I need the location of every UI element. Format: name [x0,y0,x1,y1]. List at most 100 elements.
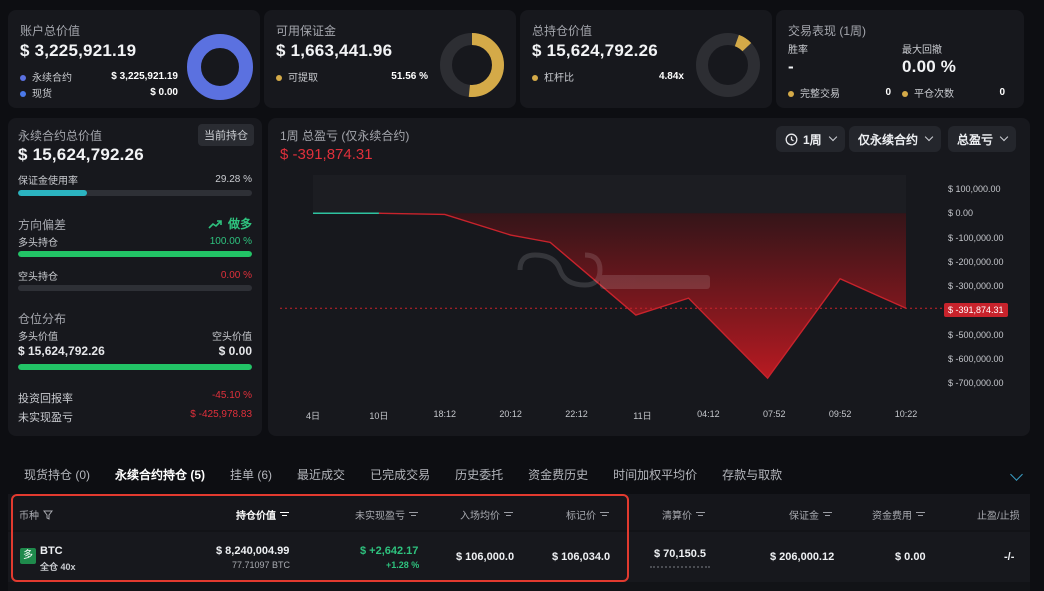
mark-price: $ 106,034.0 [552,551,611,563]
y-tick-label: $ -500,000.00 [948,329,1004,340]
win-rate-label: 胜率 [788,45,808,56]
funding-amount: $ 0.00 [895,551,926,563]
x-tick-label: 07:52 [762,409,786,419]
current-position-badge[interactable]: 当前持仓 [198,124,254,146]
short-value-amount: $ 0.00 [218,344,252,358]
tab-deposits-withdrawals[interactable]: 存款与取款 [722,468,783,482]
roi-value: -45.10 % [211,390,252,401]
chevron-down-icon [924,132,934,142]
upnl-percent: +1.28 % [386,560,420,570]
upnl-label: 未实现盈亏 [18,412,73,424]
tab-open-orders[interactable]: 挂单 (6) [230,468,273,482]
y-tick-label: $ -700,000.00 [948,378,1004,388]
roi-label: 投资回报率 [18,393,73,405]
direction-value: 做多 [208,215,252,232]
header-funding[interactable]: 资金费用 [872,507,925,522]
short-position-bar [18,285,252,291]
trend-up-icon [208,219,222,229]
sort-icon [696,511,705,518]
liquidation-distance-bar [650,566,710,568]
upnl-value: $ -425,978.83 [190,409,252,420]
margin-usage-fill [18,190,87,196]
win-rate-value: - [788,57,794,76]
metric-filter-dropdown[interactable]: 总盈亏 [948,126,1017,152]
completed-dot-icon [788,91,794,97]
header-liq-price[interactable]: 清算价 [662,507,705,522]
position-value: $ 8,240,004.99 [216,545,290,557]
short-position-row: 空头持仓 0.00 % [18,270,252,283]
perp-dot-icon [20,75,26,81]
liquidation-price: $ 70,150.5 [654,548,706,560]
position-value-title: 总持仓价值 [532,24,593,38]
x-tick-label: 20:12 [499,409,522,419]
entry-price: $ 106,000.0 [456,551,515,563]
header-mark-price[interactable]: 标记价 [566,507,609,522]
close-dot-icon [902,91,908,97]
table-row[interactable] [8,532,1030,582]
expand-chevron-icon[interactable] [1010,468,1023,481]
y-tick-label: $ -600,000.00 [948,353,1004,364]
account-row-spot: 现货 $ 0.00 [20,85,178,100]
scope-filter-dropdown[interactable]: 仅永续合约 [849,126,942,152]
completed-trades-row: 完整交易 0 [788,85,891,100]
performance-title: 交易表现 (1周) [788,24,867,38]
x-tick-label: 04:12 [697,409,720,419]
y-tick-label: $ -300,000.00 [948,281,1004,291]
chart-title: 1周 总盈亏 (仅永续合约) [280,129,410,143]
performance-card: 交易表现 (1周) 胜率 - 最大回撤 0.00 % 完整交易 0 平仓次数 0 [776,10,1024,108]
x-tick-label: 10日 [369,411,389,421]
tpsl-value[interactable]: -/- [1004,551,1015,563]
available-margin-card: 可用保证金 $ 1,663,441.96 可提取 51.56 % [264,10,516,108]
tab-twap[interactable]: 时间加权平均价 [613,468,698,482]
direction-label: 方向偏差 [18,218,67,232]
account-value: $ 3,225,921.19 [20,41,137,60]
tab-order-history[interactable]: 历史委托 [455,468,504,482]
position-value-card: 总持仓价值 $ 15,624,792.26 杠杆比 4.84x [520,10,772,108]
perp-total-title: 永续合约总价值 [18,129,103,143]
sort-icon [916,511,925,518]
account-donut-chart [187,34,253,100]
x-tick-label: 4日 [305,411,321,421]
tab-recent-fills[interactable]: 最近成交 [297,468,346,482]
leverage-donut-chart [696,33,760,97]
pnl-chart-panel [268,118,1030,436]
long-position-bar [18,251,252,257]
sort-icon [600,511,609,518]
tab-funding-history[interactable]: 资金费历史 [528,468,589,482]
x-tick-label: 10:22 [894,409,918,419]
clock-icon [785,133,798,145]
margin-usage-row: 保证金使用率 29.28 % [18,174,252,187]
y-tick-label: $ 100,000.00 [948,184,1001,194]
short-value-label: 空头价值 [212,332,252,343]
max-drawdown-label: 最大回撤 [902,45,942,56]
upnl-amount: $ +2,642.17 [360,545,419,557]
table-header-bg [8,494,1030,530]
account-value-title: 账户总价值 [20,24,81,38]
available-margin-title: 可用保证金 [276,24,337,38]
x-tick-label: 09:52 [828,409,852,419]
sort-icon [504,511,513,518]
header-position-value[interactable]: 持仓价值 [236,507,289,522]
header-tpsl[interactable]: 止盈/止损 [977,511,1020,522]
tab-completed-trades[interactable]: 已完成交易 [370,468,431,482]
tab-perp-positions[interactable]: 永续合约持仓 (5) [115,468,206,482]
current-value-marker: $ -391,874.31 [944,303,1008,317]
header-margin[interactable]: 保证金 [789,507,832,522]
margin-usage-bar [18,190,252,196]
header-upnl[interactable]: 未实现盈亏 [355,507,418,522]
distribution-fill [18,364,252,370]
header-entry-price[interactable]: 入场均价 [460,507,513,522]
period-filter-dropdown[interactable]: 1周 [776,126,845,152]
chevron-down-icon [828,132,837,142]
y-tick-label: $ -100,000.00 [948,232,1004,243]
y-tick-label: $ 0.00 [948,208,974,219]
tab-spot-positions[interactable]: 现货持仓 (0) [24,468,91,482]
x-tick-label: 22:12 [565,409,588,419]
coin-symbol[interactable]: BTC [40,545,63,557]
chevron-down-icon [999,132,1009,142]
withdrawable-dot-icon [276,75,282,81]
max-drawdown-value: 0.00 % [902,57,957,76]
filter-icon [43,510,53,520]
header-coin[interactable]: 币种 [19,507,53,522]
account-row-perp: 永续合约 $ 3,225,921.19 [20,69,178,84]
